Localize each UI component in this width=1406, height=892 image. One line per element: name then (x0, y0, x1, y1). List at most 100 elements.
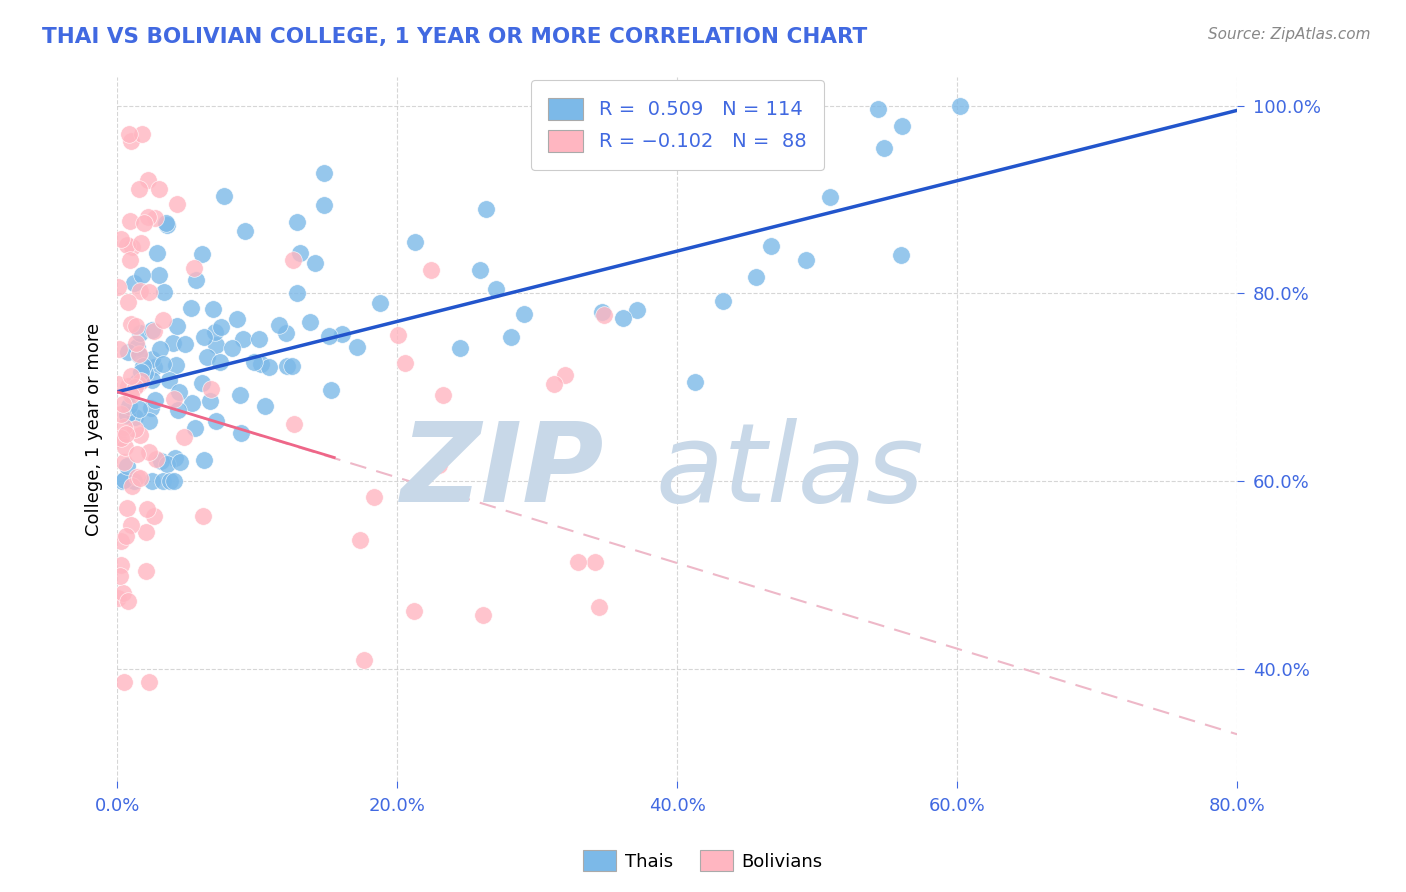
Point (152, 474, 174, 488)
Point (112, 455, 135, 469)
Point (513, 307, 536, 321)
Point (167, 384, 190, 399)
Point (107, 432, 129, 446)
Point (117, 379, 139, 393)
Point (427, 458, 450, 472)
Point (129, 326, 152, 341)
Point (298, 314, 321, 328)
Point (148, 182, 170, 196)
Point (159, 474, 181, 488)
Text: ZIP: ZIP (401, 418, 605, 525)
Point (112, 473, 135, 487)
Point (121, 240, 143, 254)
Point (117, 345, 139, 359)
Point (449, 342, 471, 356)
Point (353, 653, 375, 667)
Point (121, 479, 143, 493)
Point (567, 556, 589, 570)
Point (173, 430, 195, 444)
Text: Source: ZipAtlas.com: Source: ZipAtlas.com (1208, 27, 1371, 42)
Point (745, 269, 768, 284)
Point (202, 301, 225, 316)
Point (402, 604, 425, 618)
Point (890, 248, 912, 262)
Point (112, 674, 135, 689)
Point (142, 508, 165, 523)
Point (229, 426, 252, 441)
Point (204, 413, 226, 427)
Point (330, 327, 353, 342)
Point (592, 308, 614, 322)
Point (193, 453, 215, 467)
Point (274, 326, 297, 340)
Point (318, 329, 340, 343)
Point (554, 368, 576, 382)
Point (110, 533, 132, 548)
Point (394, 356, 416, 370)
Point (138, 674, 160, 689)
Point (138, 285, 160, 300)
Point (681, 152, 703, 166)
Point (110, 232, 132, 246)
Point (108, 568, 131, 582)
Point (184, 421, 207, 435)
Point (143, 324, 166, 338)
Point (136, 502, 159, 516)
Point (162, 336, 184, 351)
Point (180, 301, 202, 315)
Point (711, 294, 734, 309)
Point (174, 337, 197, 351)
Point (112, 397, 135, 411)
Point (209, 355, 232, 369)
Point (868, 102, 890, 116)
Point (107, 342, 129, 356)
Point (304, 256, 326, 270)
Point (190, 246, 212, 260)
Point (128, 427, 150, 442)
Point (349, 533, 371, 548)
Point (153, 285, 176, 299)
Point (120, 368, 142, 383)
Point (233, 224, 256, 238)
Point (281, 359, 304, 373)
Point (127, 375, 149, 389)
Point (475, 202, 498, 216)
Point (165, 358, 187, 372)
Point (117, 594, 139, 608)
Point (253, 399, 276, 413)
Point (387, 327, 409, 342)
Point (124, 422, 146, 436)
Point (124, 474, 146, 488)
Point (209, 320, 232, 334)
Point (890, 119, 912, 133)
Point (314, 166, 336, 180)
Point (432, 388, 454, 402)
Point (155, 216, 177, 230)
Point (156, 219, 179, 233)
Point (470, 263, 492, 277)
Point (626, 302, 648, 317)
Point (118, 127, 141, 141)
Point (818, 190, 841, 204)
Point (124, 409, 146, 424)
Point (157, 373, 180, 387)
Point (122, 276, 145, 290)
Point (141, 373, 163, 387)
Legend: R =  0.509   N = 114, R = −0.102   N =  88: R = 0.509 N = 114, R = −0.102 N = 88 (530, 80, 824, 169)
Point (166, 319, 188, 334)
Point (184, 273, 207, 287)
Point (193, 330, 215, 344)
Point (873, 140, 896, 154)
Point (131, 127, 153, 141)
Point (145, 452, 167, 467)
Point (276, 359, 298, 373)
Point (114, 529, 136, 543)
Point (112, 420, 135, 434)
Point (162, 392, 184, 406)
Point (288, 245, 311, 260)
Point (319, 383, 342, 397)
Point (152, 313, 174, 327)
Point (156, 457, 179, 471)
Point (128, 347, 150, 361)
Point (138, 414, 160, 428)
